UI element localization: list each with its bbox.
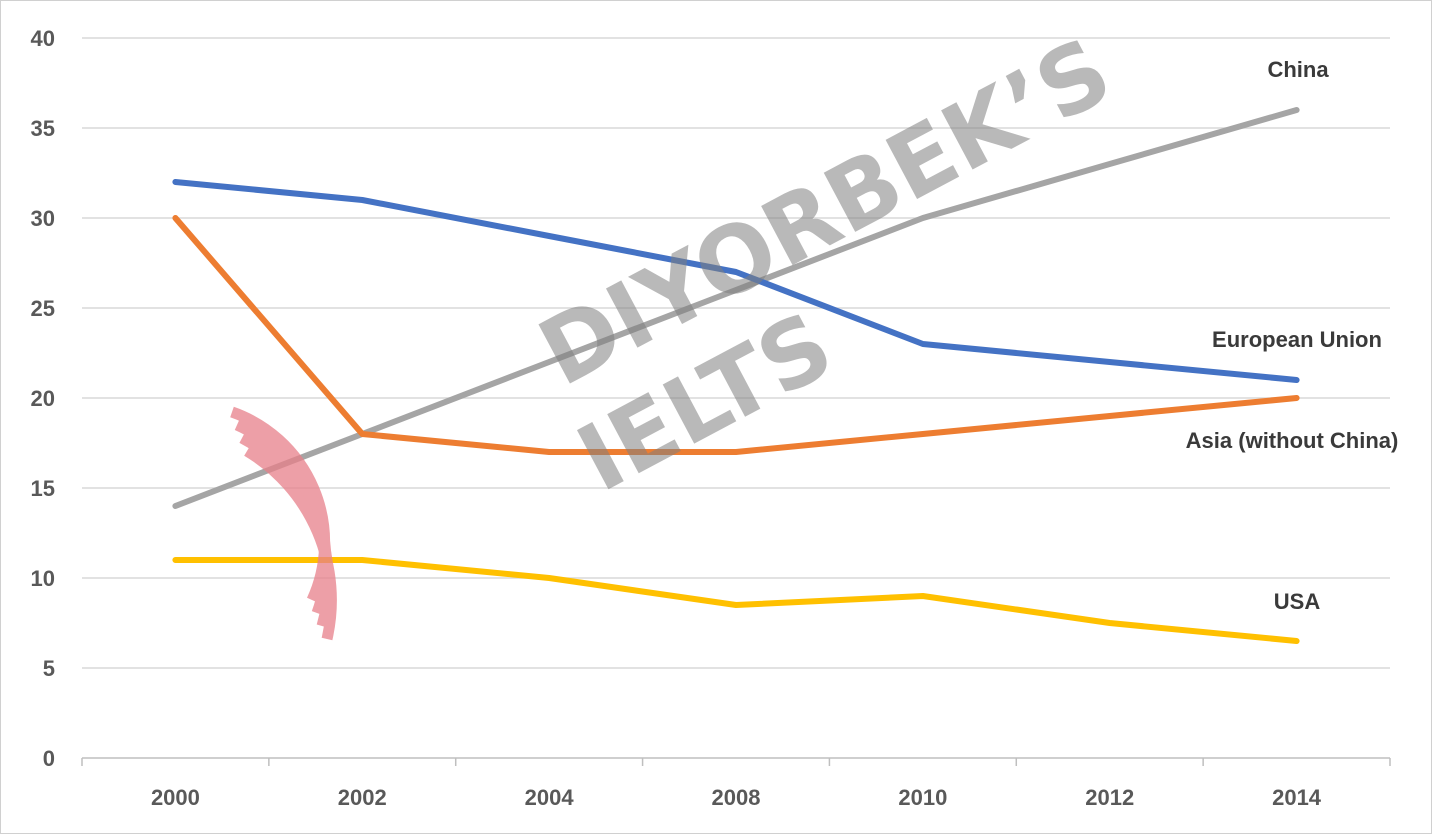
x-axis (81, 757, 1391, 766)
x-tick-label: 2012 (1085, 785, 1134, 810)
y-tick-label: 30 (31, 206, 55, 231)
series-line-european-union (172, 179, 1300, 383)
series-label-usa: USA (1274, 589, 1321, 614)
series-lines (172, 107, 1300, 644)
series-line-asia-without-china (172, 215, 1300, 455)
y-tick-label: 15 (31, 476, 55, 501)
logo-arc (244, 446, 337, 641)
y-tick-label: 40 (31, 26, 55, 51)
x-axis-ticks: 2000 2002 2004 2008 2010 2012 2014 (151, 785, 1322, 810)
y-tick-label: 25 (31, 296, 55, 321)
y-tick-label: 20 (31, 386, 55, 411)
y-tick-label: 35 (31, 116, 55, 141)
y-tick-label: 0 (43, 746, 55, 771)
logo-watermark (230, 406, 337, 641)
series-label-china: China (1267, 57, 1329, 82)
series-label-asia-without-china: Asia (without China) (1186, 428, 1399, 453)
y-tick-label: 10 (31, 566, 55, 591)
x-tick-label: 2008 (712, 785, 761, 810)
x-tick-label: 2004 (525, 785, 575, 810)
text-watermark: DIYORBEK’S IELTS (523, 17, 1128, 512)
series-line-usa (172, 557, 1300, 644)
series-labels: China European Union Asia (without China… (1186, 57, 1399, 614)
x-tick-label: 2000 (151, 785, 200, 810)
y-tick-label: 5 (43, 656, 55, 681)
y-axis-ticks: 0 5 10 15 20 25 30 35 40 (31, 26, 55, 771)
x-tick-label: 2014 (1272, 785, 1322, 810)
series-label-european-union: European Union (1212, 327, 1382, 352)
grid (82, 37, 1390, 669)
x-tick-label: 2002 (338, 785, 387, 810)
x-tick-label: 2010 (898, 785, 947, 810)
